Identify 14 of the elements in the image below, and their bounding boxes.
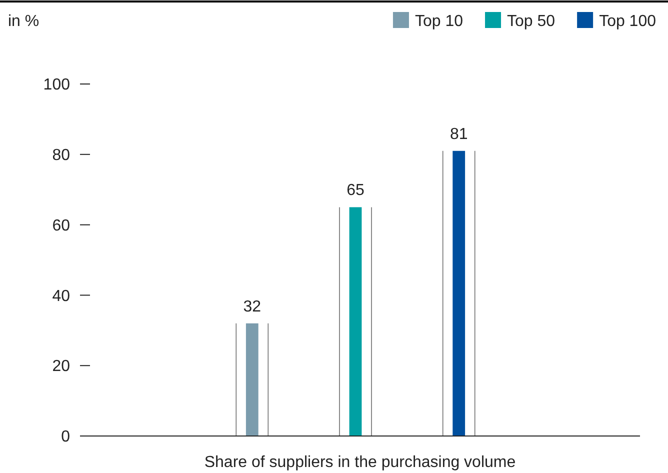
- y-tick-label: 20: [52, 358, 70, 376]
- legend-label: Top 10: [414, 13, 464, 30]
- data-label: 32: [243, 298, 262, 316]
- y-tick-label: 80: [52, 147, 70, 164]
- y-axis-title: in %: [8, 13, 40, 30]
- legend-label: Top 50: [507, 13, 556, 30]
- y-tick-label: 100: [43, 76, 70, 94]
- y-tick-label: 60: [52, 217, 70, 234]
- data-label: 65: [346, 182, 364, 200]
- x-axis-title: Share of suppliers in the purchasing volume: [204, 454, 516, 471]
- legend-label: Top 100: [599, 13, 656, 30]
- y-tick-label: 0: [61, 428, 70, 446]
- y-tick-label: 40: [52, 288, 70, 305]
- data-label: 81: [450, 126, 468, 143]
